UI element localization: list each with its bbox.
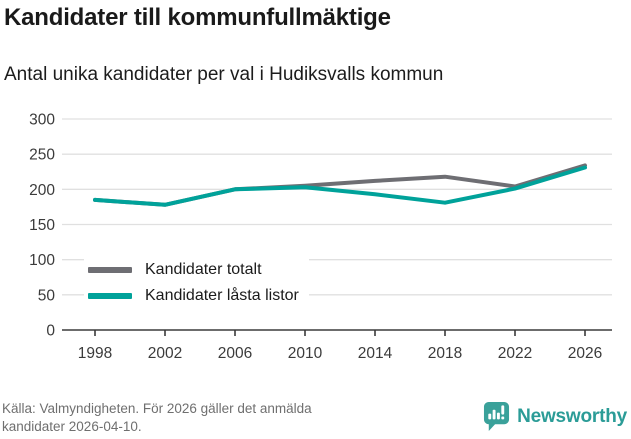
x-tick-label: 2006: [218, 345, 252, 362]
series-line-0: [93, 163, 587, 207]
legend-item-lasta-listor: Kandidater låsta listor: [88, 286, 299, 305]
x-tick-label: 2026: [568, 345, 602, 362]
source-note: Källa: Valmyndigheten. För 2026 gäller d…: [2, 400, 442, 436]
line-chart: 0 50 100 150 200 250 300 1998 2002 2006 2010 2014 20…: [29, 112, 612, 362]
legend-swatch-lasta-listor: [88, 292, 132, 299]
newsworthy-wordmark: Newsworthy: [517, 405, 627, 427]
legend-label-lasta-listor: Kandidater låsta listor: [145, 286, 299, 304]
series-line-1: [93, 165, 587, 207]
x-tick-label: 2022: [498, 345, 532, 362]
newsworthy-logo[interactable]: Newsworthy: [483, 401, 627, 432]
legend-swatch-totalt: [88, 266, 132, 273]
y-tick-label: 300: [29, 112, 55, 129]
y-tick-label: 100: [29, 252, 55, 269]
chart-legend: Kandidater totalt Kandidater låsta listo…: [84, 256, 309, 311]
source-line-1: Källa: Valmyndigheten. För 2026 gäller d…: [2, 401, 312, 416]
y-tick-label: 150: [29, 217, 55, 234]
x-tick-label: 2014: [358, 345, 393, 362]
chart-title: Kandidater till kommunfullmäktige: [4, 4, 391, 31]
x-tick-label: 2002: [148, 345, 182, 362]
newsworthy-icon: [484, 402, 510, 431]
y-tick-label: 250: [29, 147, 55, 164]
x-tick-label: 2018: [428, 345, 462, 362]
legend-label-totalt: Kandidater totalt: [145, 260, 262, 278]
x-tick-label: 2010: [288, 345, 323, 362]
y-tick-label: 200: [29, 182, 55, 199]
chart-subtitle: Antal unika kandidater per val i Hudiksv…: [4, 64, 444, 85]
y-tick-label: 50: [38, 287, 56, 304]
y-tick-label: 0: [46, 323, 55, 340]
legend-item-totalt: Kandidater totalt: [88, 260, 299, 279]
source-line-2: kandidater 2026-04-10.: [2, 419, 142, 435]
x-tick-label: 1998: [78, 345, 112, 362]
